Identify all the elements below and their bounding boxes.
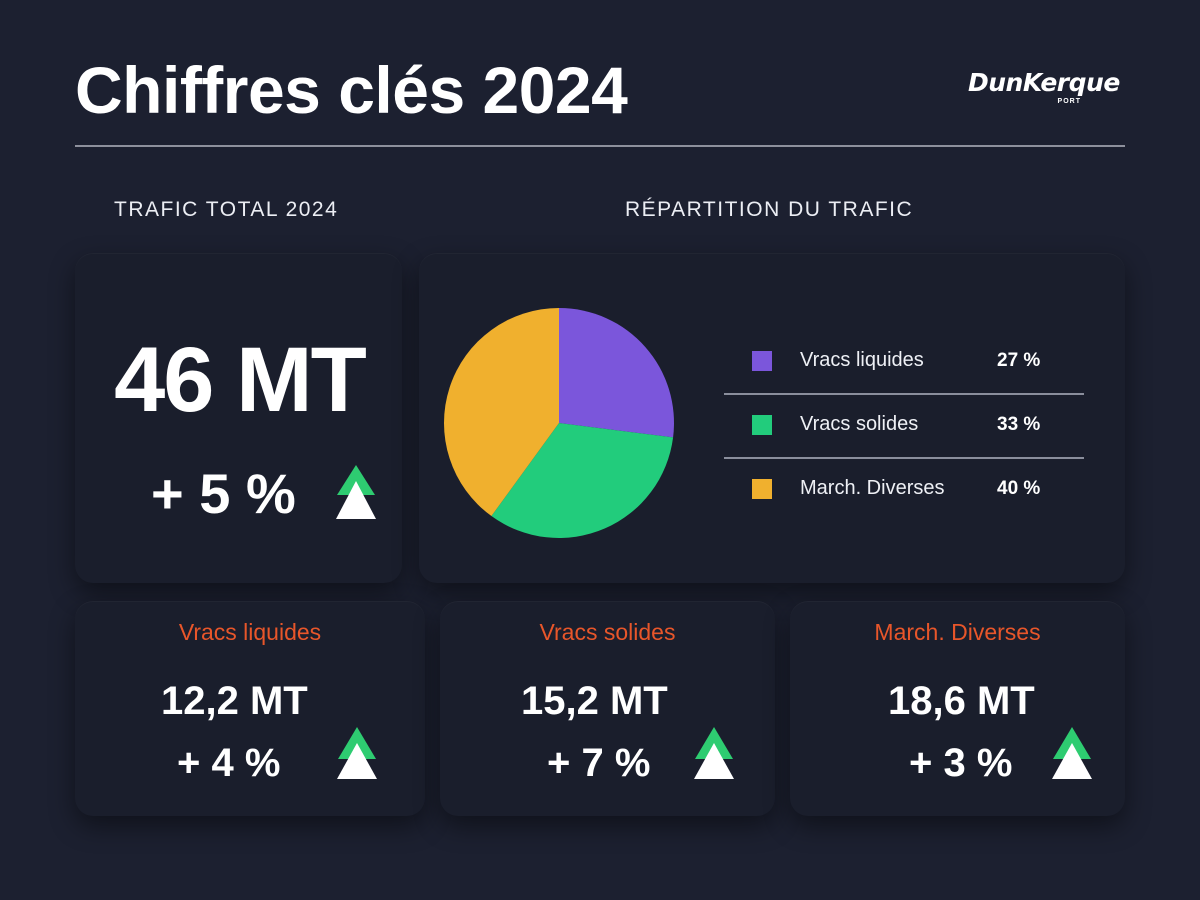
legend-item: March. Diverses 40 % <box>724 459 1084 521</box>
stat-card-vracs-solides: Vracs solides 15,2 MT + 7 % <box>440 601 775 816</box>
pie-slice-vracs-solides <box>491 423 674 539</box>
repartition-section-label: RÉPARTITION DU TRAFIC <box>625 198 914 221</box>
trend-up-icon <box>694 727 734 779</box>
legend-swatch <box>752 479 772 499</box>
legend-swatch <box>752 415 772 435</box>
stat-card-value: 18,6 MT <box>888 679 1035 723</box>
logo-subtext: PORT <box>1057 98 1081 105</box>
legend-label: March. Diverses <box>800 477 945 499</box>
pie-slice-march-diverses <box>443 308 559 517</box>
legend-item: Vracs liquides 27 % <box>724 331 1084 395</box>
stat-card-change: + 7 % <box>547 741 651 785</box>
legend-swatch <box>752 351 772 371</box>
total-value: 46 MT <box>114 329 367 431</box>
total-traffic-card: 46 MT + 5 % <box>75 253 402 583</box>
logo-wordmark: DunKerque <box>968 68 1120 97</box>
pie-legend: Vracs liquides 27 % Vracs solides 33 % M… <box>724 331 1084 521</box>
pie-chart <box>443 308 674 539</box>
total-section-label: TRAFIC TOTAL 2024 <box>114 198 339 221</box>
page-title: Chiffres clés 2024 <box>75 53 628 127</box>
legend-label: Vracs liquides <box>800 349 924 371</box>
stat-card-title: Vracs solides <box>539 619 676 645</box>
stat-card-title: March. Diverses <box>874 619 1041 645</box>
dunkerque-port-logo: DunKerque PORT <box>968 68 1120 114</box>
stat-card-vracs-liquides: Vracs liquides 12,2 MT + 4 % <box>75 601 425 816</box>
trend-up-icon <box>336 465 376 519</box>
stat-card-march-diverses: March. Diverses 18,6 MT + 3 % <box>790 601 1125 816</box>
stat-card-change: + 4 % <box>177 741 281 785</box>
stat-card-value: 15,2 MT <box>521 679 668 723</box>
legend-value: 33 % <box>997 414 1041 435</box>
header-divider <box>75 145 1125 147</box>
total-change: + 5 % <box>151 462 296 525</box>
stat-card-title: Vracs liquides <box>178 619 322 645</box>
legend-label: Vracs solides <box>800 413 919 435</box>
stat-card-change: + 3 % <box>909 741 1013 785</box>
legend-value: 40 % <box>997 478 1041 499</box>
trend-up-icon <box>337 727 377 779</box>
pie-slice-vracs-liquides <box>559 308 674 438</box>
legend-item: Vracs solides 33 % <box>724 395 1084 459</box>
traffic-distribution-card: Vracs liquides 27 % Vracs solides 33 % M… <box>419 253 1125 583</box>
stat-card-value: 12,2 MT <box>161 679 308 723</box>
legend-value: 27 % <box>997 350 1041 371</box>
trend-up-icon <box>1052 727 1092 779</box>
